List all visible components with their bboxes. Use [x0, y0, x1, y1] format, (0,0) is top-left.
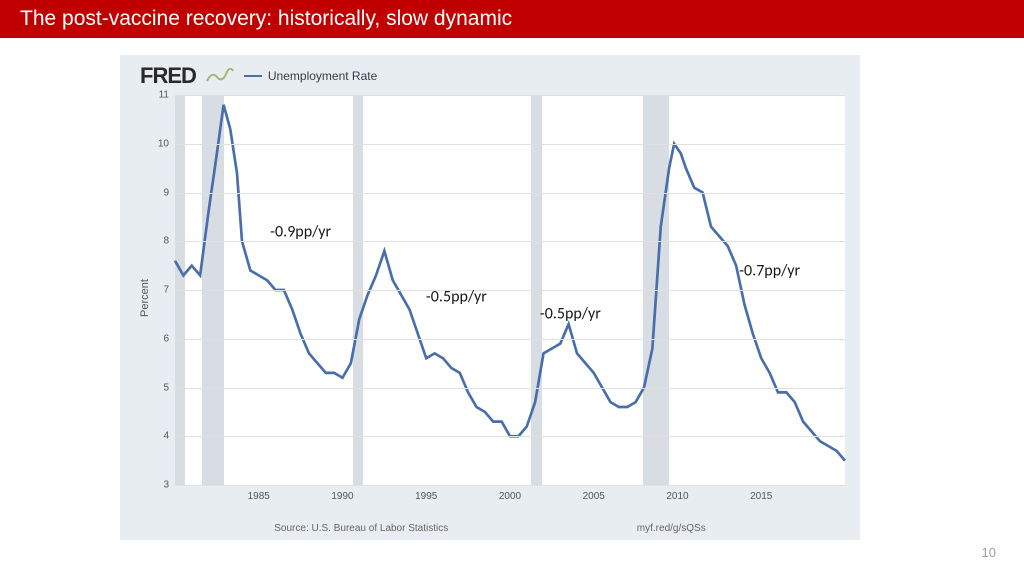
- legend-label: Unemployment Rate: [268, 69, 377, 83]
- chart-legend: Unemployment Rate: [244, 69, 377, 83]
- source-text: Source: U.S. Bureau of Labor Statistics: [274, 523, 448, 534]
- y-gridline: [175, 193, 845, 194]
- y-gridline: [175, 485, 845, 486]
- y-gridline: [175, 436, 845, 437]
- chart-source-line: Source: U.S. Bureau of Labor Statistics …: [120, 523, 860, 534]
- rate-annotation: -0.5pp/yr: [426, 288, 487, 307]
- fred-header: FRED Unemployment Rate: [140, 63, 377, 89]
- y-tick-label: 9: [163, 187, 169, 198]
- x-tick-label: 2015: [750, 491, 772, 502]
- fred-logo: FRED: [140, 63, 196, 89]
- y-tick-label: 3: [163, 480, 169, 491]
- y-gridline: [175, 95, 845, 96]
- slide-title-bar: The post-vaccine recovery: historically,…: [0, 0, 1024, 38]
- y-tick-label: 11: [159, 90, 169, 101]
- rate-annotation: -0.5pp/yr: [540, 305, 601, 324]
- y-axis-label: Percent: [139, 279, 151, 317]
- y-tick-label: 7: [163, 285, 169, 296]
- x-tick-label: 1985: [248, 491, 270, 502]
- unemployment-line: [175, 105, 845, 461]
- y-gridline: [175, 144, 845, 145]
- page-number: 10: [982, 545, 996, 560]
- x-tick-label: 2000: [499, 491, 521, 502]
- rate-annotation: -0.7pp/yr: [739, 261, 800, 280]
- y-gridline: [175, 388, 845, 389]
- x-tick-label: 2010: [666, 491, 688, 502]
- source-link: myf.red/g/sQSs: [637, 523, 706, 534]
- x-tick-label: 2005: [583, 491, 605, 502]
- rate-annotation: -0.9pp/yr: [270, 222, 331, 241]
- slide-title: The post-vaccine recovery: historically,…: [20, 7, 512, 30]
- x-tick-label: 1990: [331, 491, 353, 502]
- x-tick-label: 1995: [415, 491, 437, 502]
- y-gridline: [175, 339, 845, 340]
- y-tick-label: 6: [163, 333, 169, 344]
- y-gridline: [175, 290, 845, 291]
- y-tick-label: 5: [163, 382, 169, 393]
- y-tick-label: 4: [163, 431, 169, 442]
- plot-area: 345678910111985199019952000200520102015-…: [175, 95, 845, 485]
- y-gridline: [175, 241, 845, 242]
- legend-swatch: [244, 75, 262, 78]
- y-tick-label: 10: [158, 138, 169, 149]
- fred-squiggle-icon: [206, 68, 234, 84]
- fred-chart-panel: FRED Unemployment Rate Percent 345678910…: [120, 55, 860, 540]
- y-tick-label: 8: [163, 236, 169, 247]
